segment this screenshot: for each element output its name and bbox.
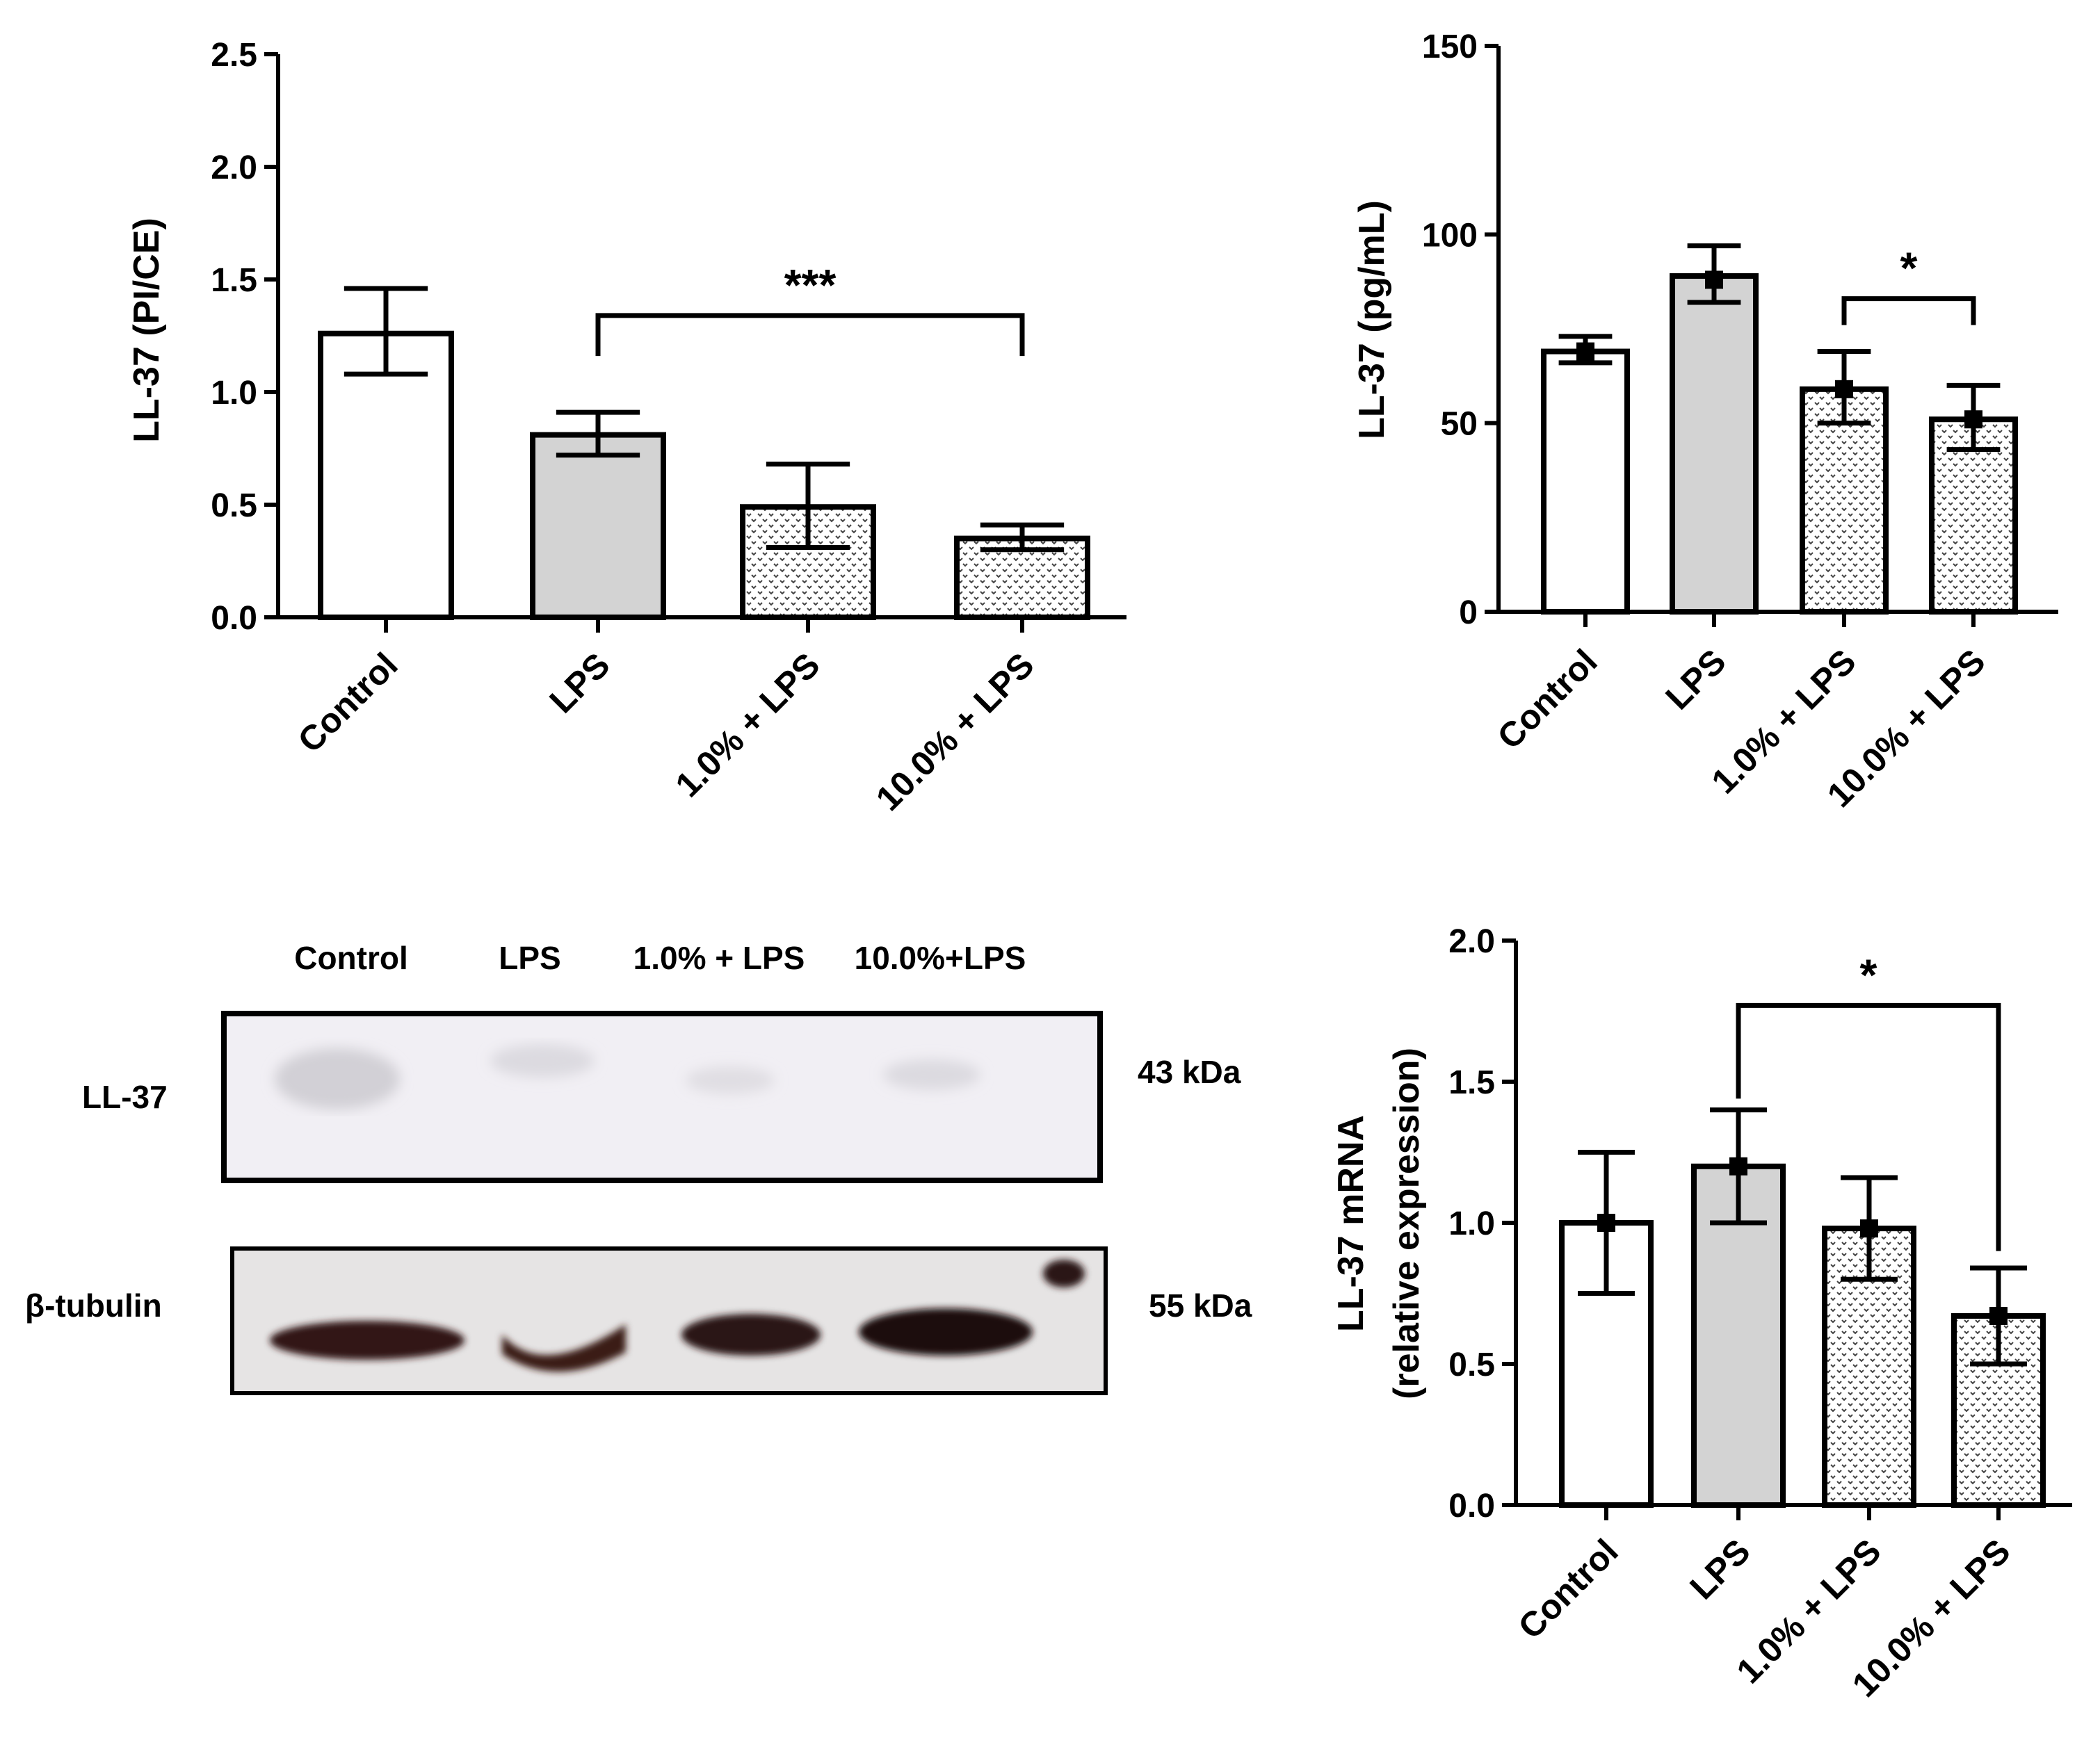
x-tick-label: LPS [1682, 1531, 1757, 1607]
y-tick-label: 50 [1441, 406, 1478, 443]
significance-bracket [595, 313, 1025, 357]
data-point [1576, 342, 1594, 361]
y-tick-label: 0.0 [211, 600, 257, 637]
bar [318, 330, 454, 620]
y-tick-label: 0 [1459, 594, 1478, 631]
x-tick-label: Control [1511, 1531, 1626, 1646]
blot-lane-label: 10.0%+LPS [855, 940, 1026, 976]
blot-lane-label: Control [294, 940, 408, 976]
bar [1670, 273, 1759, 615]
y-tick-label: 2.5 [211, 37, 257, 74]
y-axis-title-secondary: (relative expression) [1387, 1048, 1427, 1399]
data-point [1860, 1219, 1878, 1238]
data-point [1597, 1214, 1615, 1232]
significance-label: * [1860, 950, 1877, 1000]
significance-label: * [1900, 243, 1918, 293]
y-tick-label: 1.5 [1448, 1064, 1495, 1101]
chart-ll37-pi-ce: 0.0 0.5 1.0 1.5 2.0 2.5 LL-37 (PI/CE) Control LP… [127, 37, 1126, 818]
y-tick-label: 0.0 [1448, 1488, 1495, 1525]
y-axis-title: LL-37 mRNA [1331, 1115, 1371, 1332]
y-tick-label: 0.5 [1448, 1347, 1495, 1383]
y-axis-title: LL-37 (pg/mL) [1352, 200, 1392, 439]
blot-bands-ll37 [275, 1044, 980, 1109]
y-axis-title: LL-37 (PI/CE) [127, 218, 167, 443]
bar [530, 432, 666, 620]
x-tick-label: LPS [542, 645, 617, 720]
y-tick-label: 150 [1422, 29, 1478, 65]
significance-bracket [1841, 296, 1976, 325]
blot-row-label: β-tubulin [25, 1287, 162, 1324]
y-tick-label: 1.5 [211, 262, 257, 299]
data-point [1964, 410, 1982, 429]
data-point [1835, 380, 1853, 398]
chart-ll37-mrna: 0.0 0.5 1.0 1.5 2.0 LL-37 mRNA (relative expre… [1331, 923, 2072, 1705]
significance-bracket [1736, 1002, 2001, 1251]
blot-bands-tubulin [270, 1260, 1085, 1372]
data-point [1989, 1306, 2008, 1325]
x-tick-label: 1.0% + LPS [668, 645, 827, 804]
x-tick-label: Control [1490, 642, 1605, 756]
y-tick-label: 2.0 [211, 149, 257, 186]
x-tick-label: 10.0% + LPS [869, 645, 1042, 818]
significance-label: *** [784, 260, 837, 310]
bar [1541, 348, 1630, 615]
bar [1800, 386, 1889, 615]
y-tick-label: 1.0 [1448, 1205, 1495, 1242]
x-tick-label: Control [291, 645, 405, 760]
blot-kda-label: 55 kDa [1149, 1287, 1252, 1324]
y-tick-label: 1.0 [211, 375, 257, 412]
x-tick-label: LPS [1658, 642, 1733, 717]
y-tick-label: 0.5 [211, 487, 257, 524]
blot-kda-label: 43 kDa [1138, 1054, 1241, 1090]
data-point [1729, 1157, 1747, 1176]
y-tick-label: 2.0 [1448, 923, 1495, 960]
y-tick-label: 100 [1422, 217, 1478, 254]
western-blot: Control LPS 1.0% + LPS 10.0%+LPS LL-37 β… [25, 940, 1252, 1395]
data-point [1705, 270, 1723, 289]
blot-lane-label: 1.0% + LPS [633, 940, 805, 976]
blot-row-label: LL-37 [82, 1079, 168, 1115]
blot-lane-label: LPS [499, 940, 560, 976]
